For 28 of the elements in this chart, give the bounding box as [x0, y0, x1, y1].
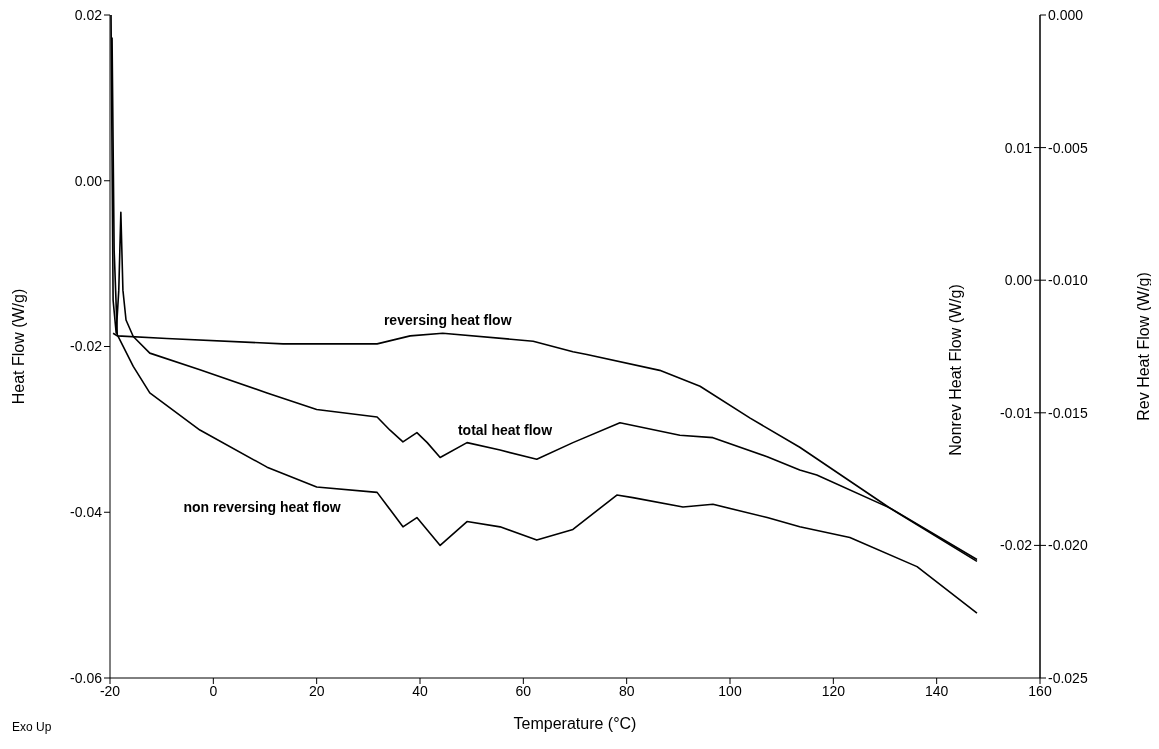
y2-axis-title: Nonrev Heat Flow (W/g) — [946, 284, 964, 456]
y-tick-label: -0.02 — [70, 338, 103, 355]
x-tick-label: 20 — [308, 682, 325, 699]
y3-tick-label: 0.000 — [1048, 6, 1084, 23]
y3-tick-label: -0.005 — [1048, 139, 1088, 156]
x-tick-label: 0 — [209, 682, 218, 699]
x-tick-label: 140 — [924, 682, 949, 699]
y2-tick-label: 0.01 — [1004, 139, 1033, 156]
y3-tick-label: -0.020 — [1048, 537, 1088, 554]
x-tick-label: 80 — [618, 682, 635, 699]
y-axis-title: Heat Flow (W/g) — [9, 288, 27, 405]
y-tick-label: 0.02 — [74, 6, 103, 23]
y3-tick-label: -0.015 — [1048, 404, 1088, 421]
x-tick-label: 100 — [718, 682, 742, 699]
y3-tick-label: -0.010 — [1048, 272, 1088, 289]
x-tick-label: 40 — [412, 682, 428, 699]
x-axis-title: Temperature (°C) — [513, 715, 637, 732]
y2-tick-label: -0.01 — [1000, 404, 1033, 421]
x-tick-label: 120 — [821, 682, 846, 699]
y-tick-label: -0.04 — [70, 504, 103, 521]
text: Exo Up — [12, 720, 52, 734]
y2-tick-label: 0.00 — [1004, 272, 1033, 289]
y2-tick-label: -0.02 — [1000, 537, 1033, 554]
y-tick-label: 0.00 — [74, 172, 103, 189]
x-tick-label: 60 — [515, 682, 532, 699]
series-label: non reversing heat flow — [183, 499, 341, 516]
series-label: reversing heat flow — [383, 312, 512, 329]
series-label: total heat flow — [457, 421, 553, 438]
